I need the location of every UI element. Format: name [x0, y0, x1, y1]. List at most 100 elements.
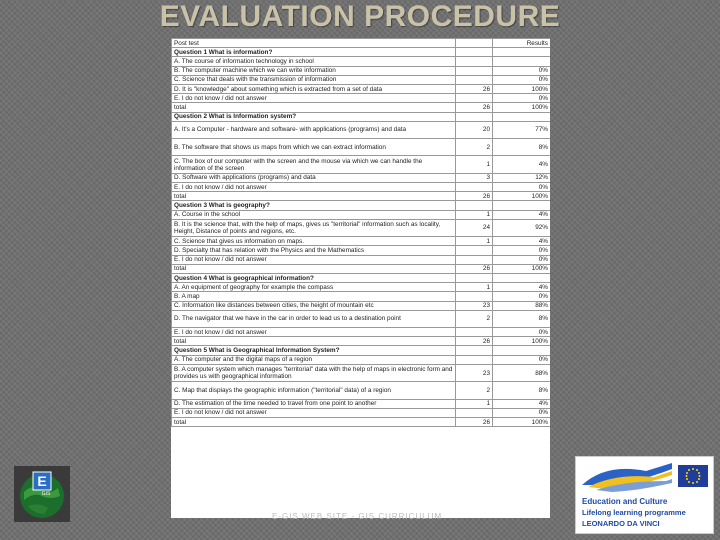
question-row: Question 1 What is information? [171, 47, 550, 58]
answer-text: B. The computer machine which we can wri… [171, 65, 456, 76]
answer-text: B. The software that shows us maps from … [171, 138, 456, 157]
table-row: E. I do not know / did not answer 0% [171, 93, 550, 104]
answer-text: A. An equipment of geography for example… [171, 282, 456, 293]
question-row: Question 3 What is geography? [171, 200, 550, 211]
header-results: Results [492, 38, 550, 49]
table-row: C. Information like distances between ci… [171, 300, 550, 311]
answer-count [455, 182, 493, 193]
total-row: total 26 100% [171, 102, 550, 113]
answer-percent: 0% [492, 93, 550, 104]
answer-percent: 100% [492, 416, 550, 428]
eu-flag-icon [678, 465, 708, 487]
table-row: E. I do not know / did not answer 0% [171, 407, 550, 418]
answer-percent: 0% [492, 291, 550, 302]
logo-line-2: Lifelong learning programme [582, 508, 686, 517]
answer-percent: 77% [492, 120, 550, 140]
table-row: D. Specialty that has relation with the … [171, 245, 550, 256]
answer-count [455, 407, 493, 418]
answer-text: E. I do not know / did not answer [171, 93, 456, 104]
table-row: B. A computer system which manages "terr… [171, 363, 550, 383]
table-row: A. It's a Computer - hardware and softwa… [171, 120, 550, 140]
answer-count: 26 [455, 336, 493, 347]
answer-text: Question 3 What is geography? [171, 200, 456, 211]
answer-count [455, 47, 493, 58]
answer-percent: 0% [492, 65, 550, 76]
answer-text: C. Science that deals with the transmiss… [171, 74, 456, 85]
answer-count: 26 [455, 263, 493, 274]
answer-count: 1 [455, 155, 493, 174]
answer-percent: 12% [492, 172, 550, 184]
answer-count [455, 74, 493, 85]
total-row: total 26 100% [171, 263, 550, 274]
answer-percent: 4% [492, 282, 550, 293]
answer-text: E. I do not know / did not answer [171, 182, 456, 193]
answer-percent: 0% [492, 354, 550, 365]
answer-percent: 100% [492, 102, 550, 113]
answer-percent: 0% [492, 254, 550, 265]
answer-count: 1 [455, 398, 493, 409]
answer-percent [492, 200, 550, 211]
answer-text: total [171, 336, 456, 347]
answer-percent: 100% [492, 191, 550, 202]
answer-text: D. The navigator that we have in the car… [171, 309, 456, 329]
total-row: total 26 100% [171, 336, 550, 347]
footer-text: E-GIS WEB SITE - GIS CURRICULUM [272, 512, 443, 521]
answer-text: B. It is the science that, with the help… [171, 218, 456, 238]
table-row: C. Map that displays the geographic info… [171, 381, 550, 400]
answer-count [455, 254, 493, 265]
answer-text: A. It's a Computer - hardware and softwa… [171, 120, 456, 140]
answer-count [455, 291, 493, 302]
answer-text: D. The estimation of the time needed to … [171, 398, 456, 409]
answer-text: E. I do not know / did not answer [171, 254, 456, 265]
answer-count [455, 111, 493, 122]
table-row: C. The box of our computer with the scre… [171, 155, 550, 174]
answer-count: 1 [455, 236, 493, 247]
answer-text: Question 2 What is Information system? [171, 111, 456, 122]
table-row: C. Science that deals with the transmiss… [171, 74, 550, 85]
answer-count [455, 327, 493, 338]
table-row: D. It is "knowledge" about something whi… [171, 83, 550, 95]
answer-percent: 0% [492, 74, 550, 85]
answer-text: Question 5 What is Geographical Informat… [171, 345, 456, 356]
answer-count: 26 [455, 191, 493, 202]
svg-text:E: E [37, 473, 46, 489]
answer-text: total [171, 191, 456, 202]
answer-text: Question 4 What is geographical informat… [171, 272, 456, 284]
answer-percent [492, 345, 550, 356]
answer-text: A. The computer and the digital maps of … [171, 354, 456, 365]
answer-count [455, 354, 493, 365]
answer-percent [492, 56, 550, 67]
question-row: Question 2 What is Information system? [171, 111, 550, 122]
egis-logo: E GIS [14, 466, 70, 522]
answer-percent [492, 272, 550, 284]
question-row: Question 5 What is Geographical Informat… [171, 345, 550, 356]
answer-count: 20 [455, 120, 493, 140]
answer-text: E. I do not know / did not answer [171, 407, 456, 418]
answer-text: total [171, 416, 456, 428]
answer-percent [492, 47, 550, 58]
table-row: D. The navigator that we have in the car… [171, 309, 550, 329]
answer-count [455, 56, 493, 67]
answer-text: Question 1 What is information? [171, 47, 456, 58]
answer-text: B. A map [171, 291, 456, 302]
answer-count: 2 [455, 309, 493, 329]
table-row: B. The software that shows us maps from … [171, 138, 550, 157]
answer-percent [492, 111, 550, 122]
total-row: total 26 100% [171, 416, 550, 428]
answer-count: 2 [455, 381, 493, 400]
table-row: D. Software with applications (programs)… [171, 172, 550, 184]
answer-count: 24 [455, 218, 493, 238]
answer-count [455, 65, 493, 76]
answer-count [455, 272, 493, 284]
answer-percent: 92% [492, 218, 550, 238]
table-row: B. A map 0% [171, 291, 550, 302]
table-row: E. I do not know / did not answer 0% [171, 254, 550, 265]
logo-line-1: Education and Culture [582, 497, 668, 506]
answer-percent: 8% [492, 138, 550, 157]
total-row: total 26 100% [171, 191, 550, 202]
answer-percent: 8% [492, 381, 550, 400]
answer-text: D. It is "knowledge" about something whi… [171, 83, 456, 95]
answer-count: 23 [455, 300, 493, 311]
results-table: Post test Results Question 1 What is inf… [171, 38, 550, 428]
answer-percent: 100% [492, 83, 550, 95]
